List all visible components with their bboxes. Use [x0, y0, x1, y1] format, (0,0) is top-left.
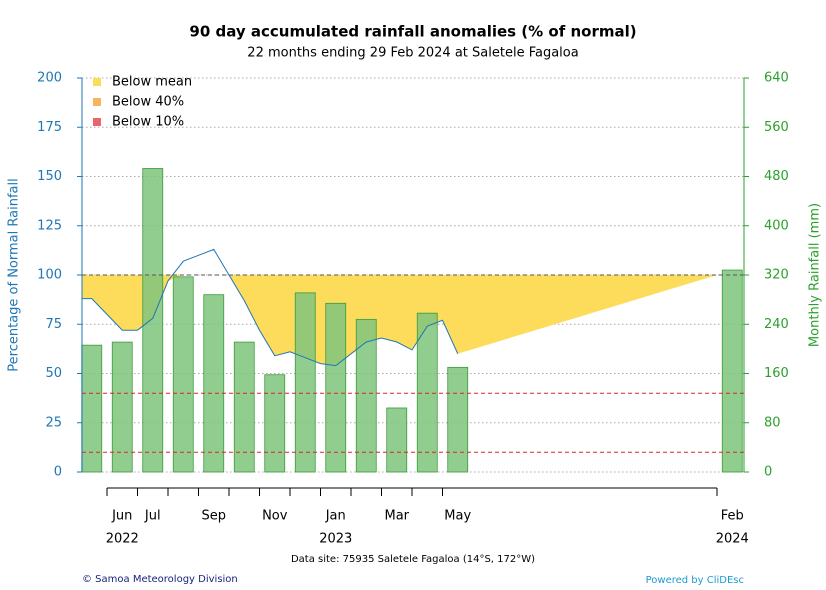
- powered-by: Powered by CliDEsc: [646, 575, 744, 586]
- x-tick-label: Jun: [111, 509, 132, 524]
- y2-tick-label: 640: [764, 71, 789, 86]
- chart-title: 90 day accumulated rainfall anomalies (%…: [189, 23, 636, 41]
- anomaly-line: [82, 248, 459, 367]
- y2-tick-label: 320: [764, 268, 789, 283]
- y-tick-label: 125: [37, 218, 62, 233]
- y2-tick-label: 480: [764, 169, 789, 184]
- x-tick-label: May: [444, 509, 471, 524]
- y2-tick-label: 160: [764, 366, 789, 381]
- x-tick-label: Mar: [384, 509, 409, 524]
- y2-tick-label: 0: [764, 465, 772, 480]
- bar: [264, 374, 286, 473]
- bar: [233, 341, 255, 473]
- y2-tick-label: 560: [764, 120, 789, 135]
- legend-label: Below 10%: [112, 115, 184, 130]
- bar: [81, 344, 103, 473]
- bar: [447, 366, 469, 473]
- below-mean-area: [82, 275, 717, 366]
- y-tick-label: 25: [45, 415, 62, 430]
- y2-tick-label: 400: [764, 218, 789, 233]
- credit: © Samoa Meteorology Division: [82, 574, 238, 585]
- y-tick-label: 75: [45, 317, 62, 332]
- legend-swatch: [93, 118, 101, 126]
- legend-label: Below 40%: [112, 95, 184, 110]
- y-axis-label: Percentage of Normal Rainfall: [7, 178, 22, 371]
- bar: [355, 318, 377, 473]
- legend-swatch: [93, 98, 101, 106]
- bar: [172, 276, 194, 473]
- y2-tick-label: 240: [764, 317, 789, 332]
- bar: [111, 341, 133, 473]
- bar: [325, 302, 347, 473]
- bar: [386, 407, 408, 473]
- year-label: 2024: [716, 532, 749, 547]
- year-label: 2023: [319, 532, 352, 547]
- x-tick-label: Feb: [721, 509, 744, 524]
- bar: [416, 312, 438, 473]
- x-tick-label: Nov: [262, 509, 288, 524]
- x-tick-label: Jan: [325, 509, 346, 524]
- bar: [721, 269, 743, 473]
- y-tick-label: 100: [37, 268, 62, 283]
- source-note: Data site: 75935 Saletele Fagaloa (14°S,…: [291, 554, 535, 565]
- x-tick-label: Jul: [144, 509, 161, 524]
- legend-label: Below mean: [112, 75, 192, 90]
- y-tick-label: 175: [37, 120, 62, 135]
- year-label: 2022: [106, 532, 139, 547]
- chart-subtitle: 22 months ending 29 Feb 2024 at Saletele…: [247, 46, 578, 61]
- y-tick-label: 50: [45, 366, 62, 381]
- y2-axis-label: Monthly Rainfall (mm): [808, 203, 823, 347]
- legend-swatch: [93, 78, 101, 86]
- y-tick-label: 200: [37, 71, 62, 86]
- y2-tick-label: 80: [764, 415, 781, 430]
- bar: [142, 168, 164, 473]
- bar: [294, 292, 316, 473]
- y-tick-label: 150: [37, 169, 62, 184]
- bar: [203, 294, 225, 473]
- x-tick-label: Sep: [201, 509, 226, 524]
- y-tick-label: 0: [54, 465, 62, 480]
